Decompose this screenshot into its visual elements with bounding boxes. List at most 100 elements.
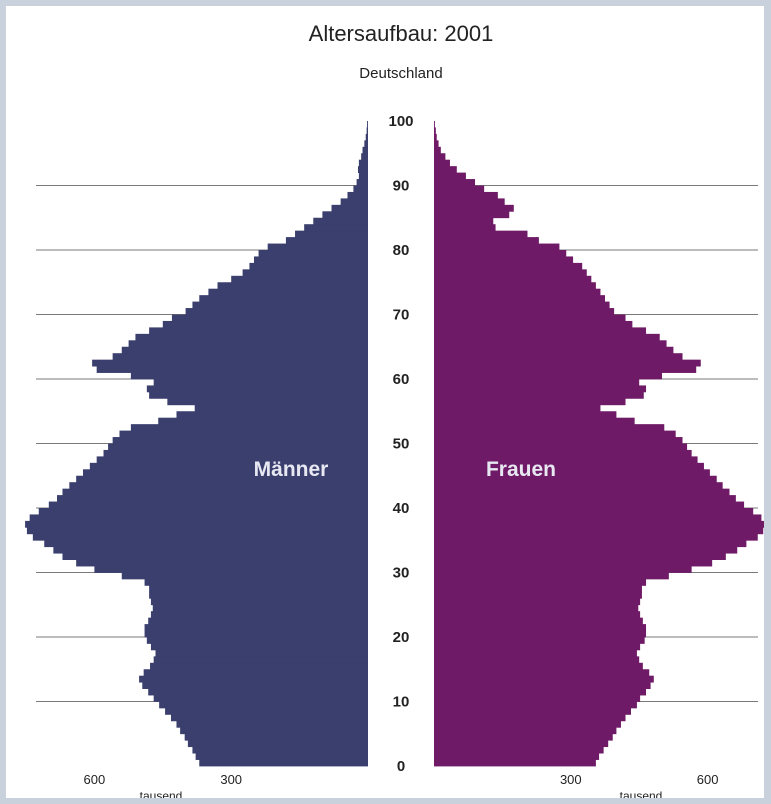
- bar-maenner-age-73: [208, 288, 368, 296]
- bar-frauen-age-93: [434, 159, 450, 167]
- bar-frauen-age-79: [434, 250, 567, 257]
- bar-maenner-age-75: [231, 275, 368, 283]
- bar-maenner-age-99: [367, 121, 368, 128]
- bar-maenner-age-32: [62, 553, 368, 560]
- bar-frauen-age-4: [434, 733, 613, 741]
- bar-frauen-age-9: [434, 701, 637, 709]
- bar-maenner-age-61: [96, 366, 369, 373]
- age-tick-70: 70: [393, 307, 410, 324]
- age-tick-80: 80: [393, 242, 410, 259]
- bar-maenner-age-90: [356, 179, 368, 186]
- bar-frauen-age-50: [434, 437, 683, 444]
- bar-frauen-age-89: [434, 185, 485, 193]
- bar-frauen-age-65: [434, 340, 667, 348]
- bar-maenner-age-93: [358, 159, 368, 167]
- bar-maenner-age-25: [150, 598, 368, 606]
- bar-maenner-age-13: [139, 675, 368, 683]
- bar-frauen-age-35: [434, 533, 758, 541]
- bar-maenner-age-46: [89, 462, 368, 470]
- bar-maenner-age-51: [119, 430, 368, 438]
- bar-maenner-age-40: [48, 501, 369, 509]
- bar-frauen-age-53: [434, 417, 635, 425]
- age-tick-40: 40: [393, 500, 410, 517]
- bar-frauen-age-90: [434, 179, 476, 186]
- bar-maenner-age-83: [304, 224, 368, 232]
- bar-maenner-age-55: [194, 404, 368, 412]
- bar-frauen-age-55: [434, 404, 601, 412]
- bar-frauen-age-19: [434, 637, 645, 644]
- bar-maenner-age-97: [365, 133, 368, 141]
- bar-maenner-age-82: [295, 230, 368, 238]
- bar-frauen-age-13: [434, 675, 654, 683]
- bar-frauen-age-36: [434, 527, 764, 535]
- bar-maenner-age-96: [364, 140, 368, 148]
- bar-frauen-age-42: [434, 488, 730, 496]
- bar-frauen-age-23: [434, 611, 641, 619]
- bar-frauen-age-10: [434, 695, 641, 702]
- bar-frauen-age-60: [434, 372, 662, 380]
- bar-maenner-age-80: [267, 243, 368, 251]
- bar-frauen-age-26: [434, 591, 642, 599]
- bar-frauen-age-78: [434, 256, 574, 264]
- bar-frauen-age-22: [434, 617, 643, 625]
- bar-maenner-age-42: [62, 488, 368, 496]
- bar-maenner-age-57: [149, 391, 368, 399]
- bar-maenner-age-5: [180, 727, 368, 735]
- bar-maenner-age-9: [159, 701, 368, 709]
- bar-frauen-age-72: [434, 295, 605, 302]
- bar-frauen-age-48: [434, 449, 692, 457]
- bar-frauen-age-31: [434, 559, 713, 567]
- bar-maenner-age-72: [199, 295, 368, 302]
- bar-frauen-age-14: [434, 669, 650, 677]
- age-tick-20: 20: [393, 629, 410, 646]
- bar-maenner-age-10: [153, 695, 368, 702]
- bar-maenner-age-1: [195, 753, 368, 760]
- bar-frauen-age-40: [434, 501, 745, 509]
- bar-maenner-age-87: [340, 198, 368, 206]
- bar-maenner-age-60: [130, 372, 368, 380]
- bar-frauen-age-58: [434, 385, 647, 393]
- bar-maenner-age-18: [150, 643, 368, 651]
- bar-maenner-age-71: [192, 301, 368, 309]
- bar-maenner-age-53: [158, 417, 368, 425]
- bar-maenner-age-63: [112, 353, 368, 361]
- bar-maenner-age-92: [357, 166, 368, 173]
- bar-frauen-age-2: [434, 746, 604, 754]
- bar-maenner-age-23: [150, 611, 368, 619]
- bar-maenner-age-45: [83, 469, 368, 477]
- bar-maenner-age-49: [108, 443, 368, 451]
- bar-frauen-age-5: [434, 727, 617, 735]
- bar-maenner-age-64: [121, 346, 368, 354]
- bar-frauen-age-39: [434, 508, 754, 515]
- bar-maenner-age-2: [192, 746, 368, 754]
- bar-maenner-age-77: [249, 262, 368, 270]
- bar-maenner-age-36: [26, 527, 368, 535]
- x-unit-right: tausend: [620, 789, 663, 798]
- bar-frauen-age-88: [434, 191, 498, 199]
- bar-maenner-age-68: [162, 320, 368, 328]
- bar-frauen-age-68: [434, 320, 633, 328]
- bar-maenner-age-48: [103, 449, 369, 457]
- bar-frauen-age-21: [434, 624, 647, 631]
- bar-frauen-age-70: [434, 308, 615, 315]
- bar-frauen-age-86: [434, 204, 514, 212]
- bar-frauen-age-85: [434, 211, 510, 219]
- bar-frauen-age-73: [434, 288, 601, 296]
- bar-frauen-age-56: [434, 398, 626, 406]
- bar-maenner-age-28: [144, 578, 368, 586]
- bar-maenner-age-22: [148, 617, 368, 625]
- bar-maenner-age-50: [112, 437, 368, 444]
- bar-maenner-age-26: [149, 591, 368, 599]
- bar-maenner-age-43: [69, 482, 368, 490]
- bar-maenner-age-24: [152, 604, 368, 612]
- bar-frauen-age-76: [434, 269, 587, 277]
- bar-frauen-age-97: [434, 133, 437, 141]
- bar-maenner-age-78: [254, 256, 368, 264]
- age-tick-100: 100: [388, 113, 413, 130]
- chart-subtitle: Deutschland: [359, 65, 442, 82]
- bar-frauen-age-61: [434, 366, 697, 373]
- bar-frauen-age-27: [434, 585, 642, 593]
- bar-maenner-age-62: [92, 359, 369, 367]
- bar-maenner-age-81: [285, 237, 368, 244]
- bar-frauen-age-38: [434, 514, 762, 522]
